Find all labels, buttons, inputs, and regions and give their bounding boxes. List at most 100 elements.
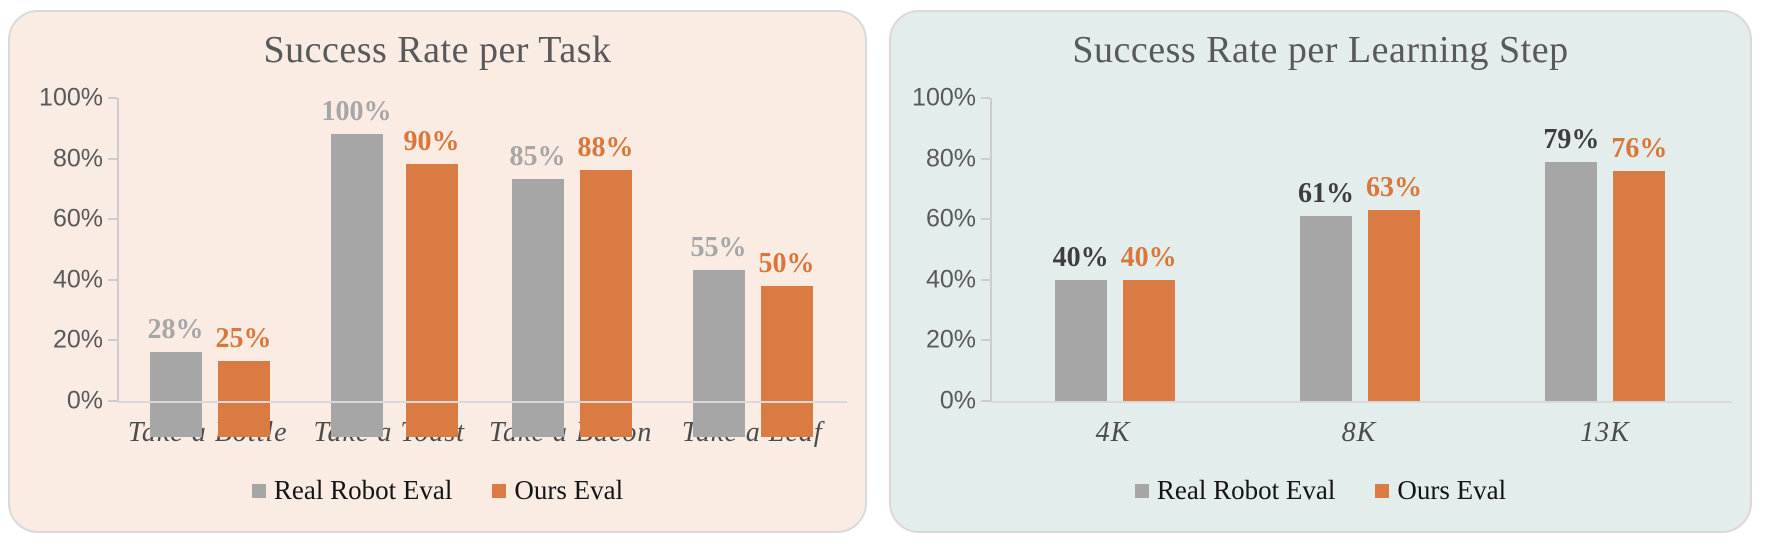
bar-group: 85% 88% [481,98,662,437]
y-axis-tick-label: 100% [39,83,103,112]
bar-value-label: 40% [1052,241,1109,273]
chart-title: Success Rate per Task [263,29,612,71]
legend-label: Real Robot Eval [273,475,453,505]
bar-value-label: 79% [1543,123,1600,155]
legend-label: Real Robot Eval [1156,475,1336,505]
legend-item-real-robot-eval: Real Robot Eval [1134,475,1336,506]
learning-step-chart-plot: 100% 80% 60% 40% 20% 0% 40% 40% 61% 63% 79% 76% [912,84,1732,415]
bar-group: 28% 25% [119,98,300,437]
bar-with-label: 100% [322,98,392,437]
bar-with-label: 40% [1121,98,1177,401]
y-axis-tick-label: 80% [52,144,103,173]
bar-value-label: 90% [403,126,460,158]
y-axis-tick-label: 40% [925,265,976,294]
bar-with-label: 28% [148,98,204,437]
bar [1054,279,1107,401]
bar [1613,170,1666,401]
y-axis-tick-mark [981,278,990,281]
task-chart-plot: 100% 80% 60% 40% 20% 0% 28% 25% 100% 90% 85% 88% 55%… [39,84,847,437]
y-axis-tick-mark [108,97,117,99]
bar-value-label: 61% [1297,178,1354,210]
bar [1545,161,1598,401]
bar-groups: 40% 40% 61% 63% 79% 76% [992,98,1728,401]
bar-group: 40% 40% [992,98,1237,401]
y-axis-tick-mark [981,400,990,402]
bar [217,361,270,437]
y-axis-tick-mark [108,218,117,221]
learning-step-chart-panel: Success Rate per Learning Step 100% 80% 60… [889,10,1752,533]
legend-swatch-gray [251,483,266,498]
bar-with-label: 40% [1053,98,1109,401]
y-axis-tick-mark [981,339,990,342]
bar-value-label: 55% [690,232,747,264]
category-label: 13K [1580,417,1630,448]
bar [760,285,813,437]
bar-with-label: 25% [216,98,272,437]
x-axis-line [990,401,1732,403]
y-axis-tick-mark [981,97,990,99]
y-axis-tick-mark [108,400,117,402]
bar-with-label: 50% [759,98,815,437]
bar-value-label: 28% [147,314,204,346]
bar [1367,210,1420,401]
y-axis-tick-label: 20% [52,325,103,354]
bar [405,164,458,437]
learning-step-chart-category-axis: 4K 8K 13K [990,417,1728,449]
bar-value-label: 50% [758,247,815,279]
y-axis-tick-mark [108,339,117,342]
y-axis-tick-label: 0% [66,386,103,415]
bar-with-label: 61% [1298,98,1354,401]
x-axis-line [117,401,847,403]
y-axis-tick-label: 0% [939,386,976,415]
bar-group: 55% 50% [662,98,843,437]
y-axis-tick-label: 40% [52,265,103,294]
bar-value-label: 25% [215,323,272,355]
chart-title: Success Rate per Learning Step [1072,29,1569,71]
legend-item-ours-eval: Ours Eval [1375,475,1506,506]
bar-value-label: 40% [1120,241,1177,273]
bar-value-label: 100% [321,96,392,127]
bar-with-label: 55% [691,98,747,437]
bar [579,170,632,437]
plot-area: 100% 80% 60% 40% 20% 0% 28% 25% 100% 90% 85% 88% 55%… [39,84,847,437]
bar-with-label: 76% [1611,98,1667,401]
legend-item-ours-eval: Ours Eval [492,475,623,506]
y-axis-tick-label: 60% [925,204,976,233]
bar [511,179,564,437]
bar-with-label: 63% [1366,98,1422,401]
category-label: 8K [1341,417,1377,448]
y-axis-tick-label: 100% [912,83,976,112]
task-chart-panel: Success Rate per Task 100% 80% 60% 40% 20% 0%… [8,10,867,533]
legend-swatch-orange [492,483,507,498]
bar [1299,216,1352,401]
y-axis-tick-label: 60% [52,204,103,233]
y-axis-tick-label: 20% [925,325,976,354]
bar-with-label: 90% [404,98,460,437]
bar-group: 100% 90% [300,98,481,437]
bar-value-label: 76% [1611,132,1668,164]
bar-value-label: 85% [509,141,566,173]
bar-groups: 28% 25% 100% 90% 85% 88% 55% 50% [119,98,843,437]
bar [149,352,202,437]
legend-swatch-gray [1134,483,1149,498]
y-axis-tick-mark [981,218,990,221]
bar [1122,279,1175,401]
legend-label: Ours Eval [1397,475,1507,505]
bar [330,134,383,437]
y-axis-tick-label: 80% [925,144,976,173]
y-axis-tick-mark [108,278,117,281]
bar [692,270,745,437]
legend: Real Robot Eval Ours Eval [10,475,865,506]
y-axis-tick-mark [108,157,117,160]
legend-swatch-orange [1375,483,1390,498]
bar-with-label: 85% [510,98,566,437]
category-label: 4K [1095,417,1131,448]
y-axis-tick-mark [981,157,990,160]
bar-with-label: 79% [1543,98,1599,401]
plot-area: 100% 80% 60% 40% 20% 0% 40% 40% 61% 63% 79% 76% [912,84,1732,415]
bar-value-label: 88% [577,132,634,164]
bar-group: 79% 76% [1483,98,1728,401]
legend-item-real-robot-eval: Real Robot Eval [251,475,453,506]
bar-value-label: 63% [1365,172,1422,204]
